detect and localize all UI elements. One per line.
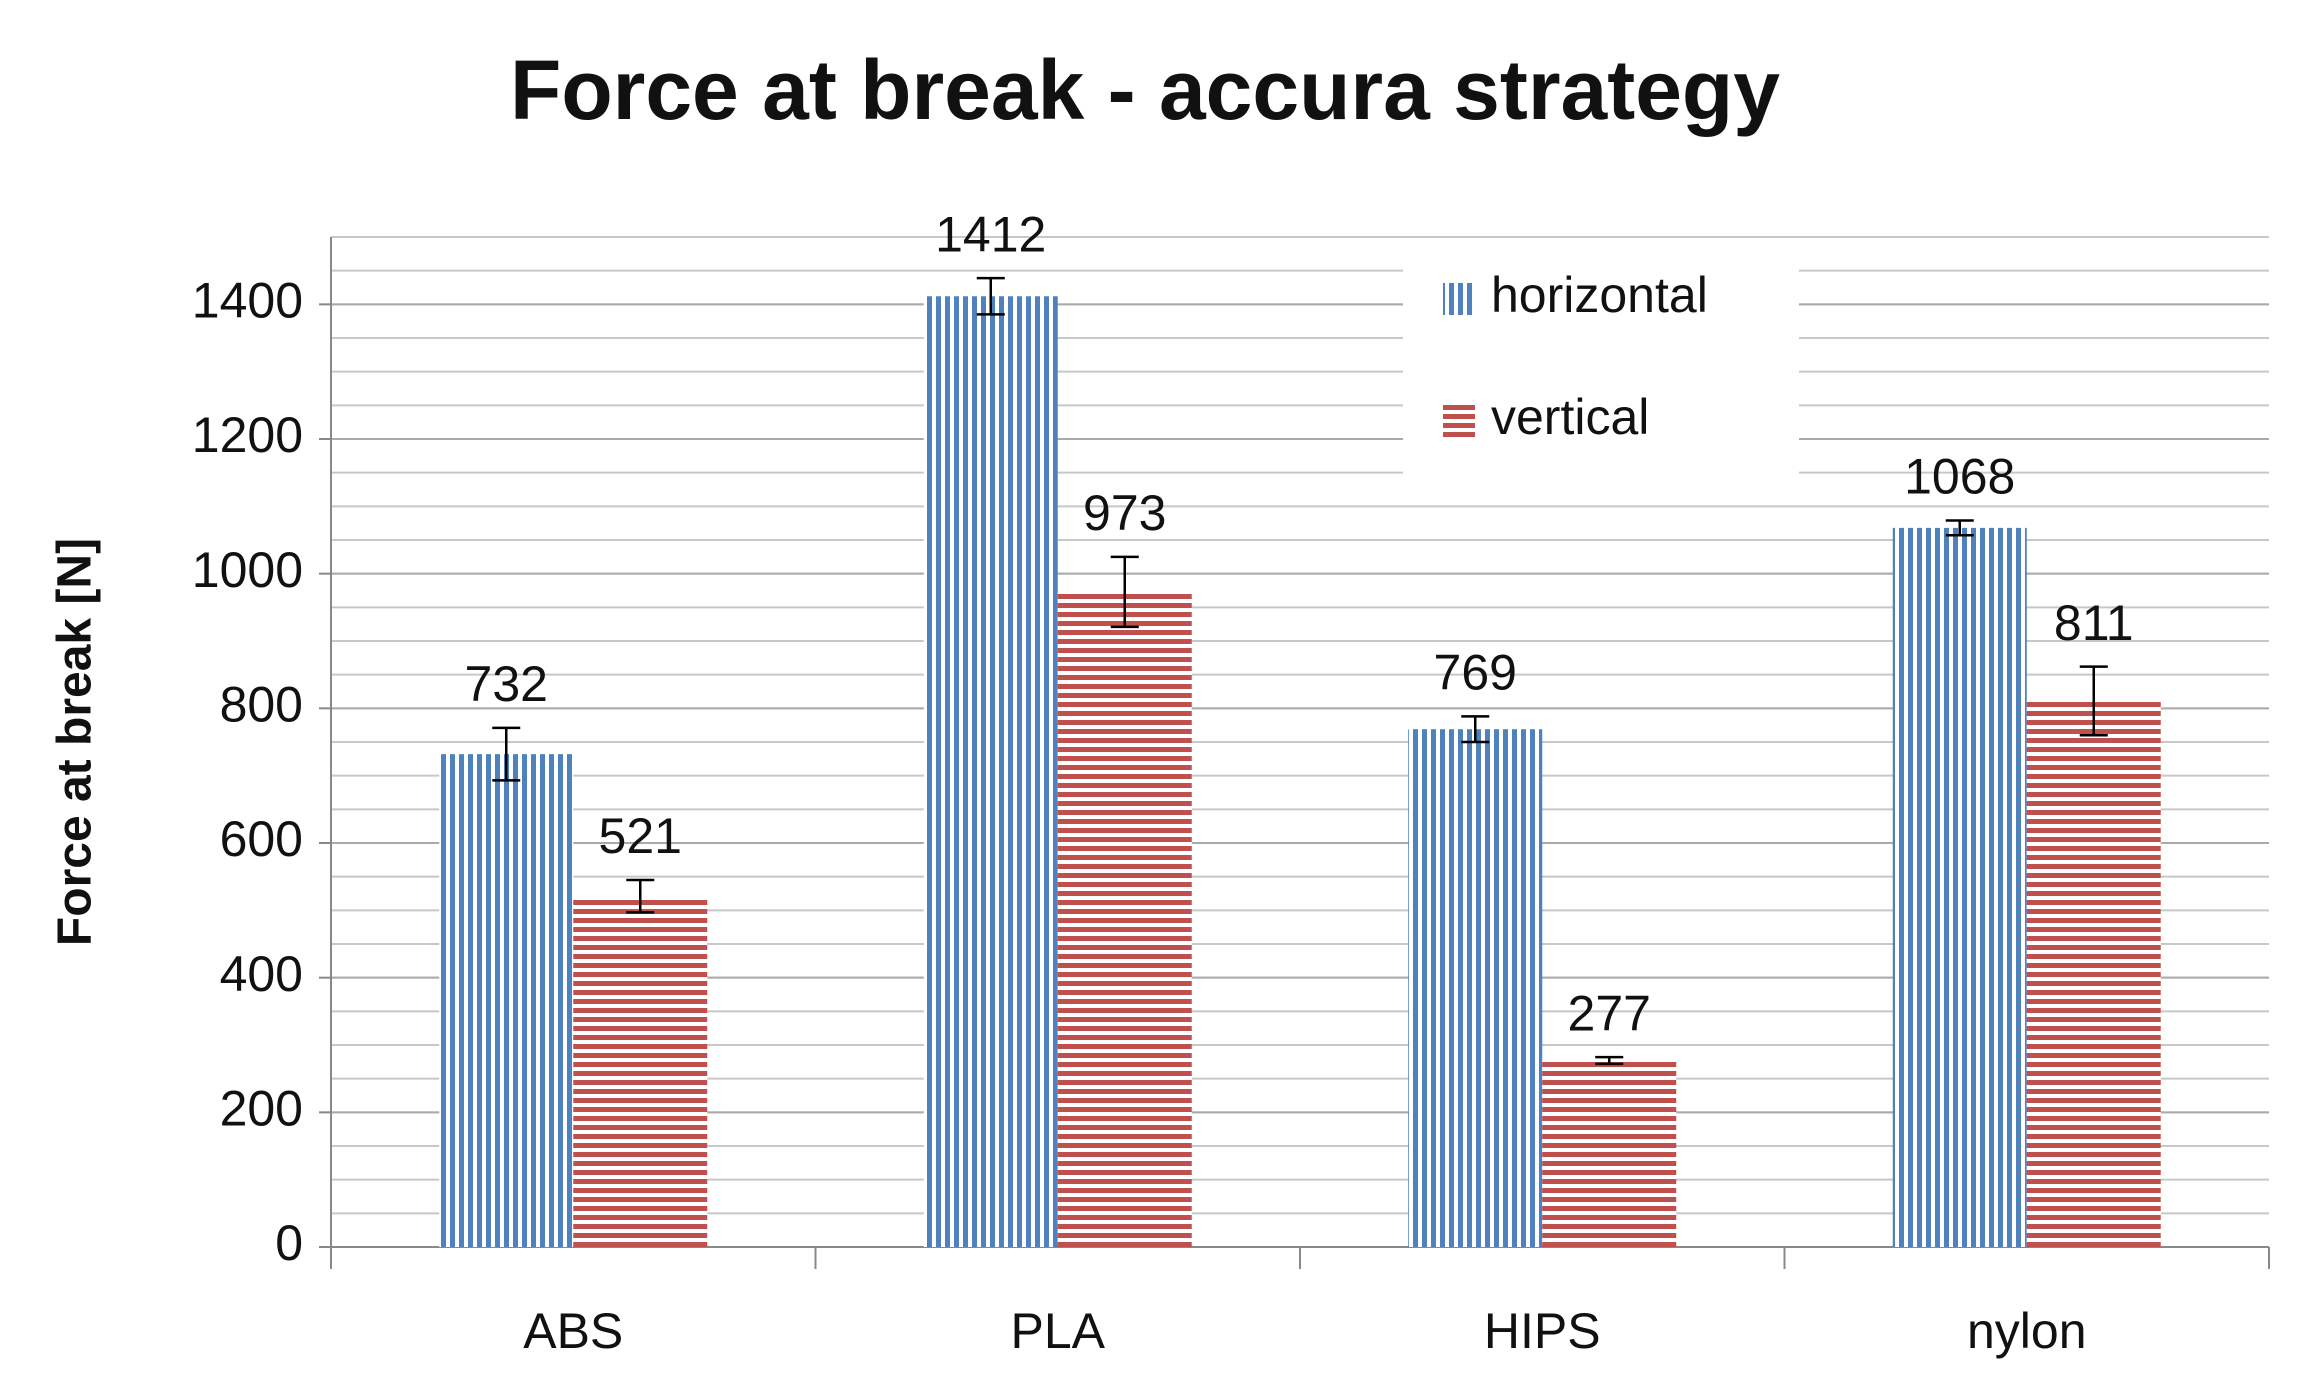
bar: [1057, 591, 1192, 1247]
data-label: 973: [1083, 485, 1166, 541]
legend-label: horizontal: [1491, 267, 1708, 323]
y-tick-label: 400: [220, 946, 303, 1002]
chart-title: Force at break - accura strategy: [510, 43, 1780, 137]
error-bar: [1595, 1055, 1624, 1066]
x-tick-label: HIPS: [1484, 1303, 1601, 1359]
bar: [1542, 1060, 1677, 1247]
bar: [923, 296, 1058, 1248]
error-bar: [492, 726, 521, 782]
data-label: 1068: [1904, 449, 2015, 505]
data-label: 277: [1568, 985, 1651, 1041]
error-bar: [1110, 555, 1139, 629]
x-tick-label: PLA: [1010, 1303, 1105, 1359]
y-tick-label: 0: [275, 1215, 303, 1271]
y-axis-label: Force at break [N]: [49, 538, 102, 946]
error-bar: [976, 276, 1005, 316]
legend-swatch: [1443, 405, 1475, 437]
y-tick-label: 800: [220, 677, 303, 733]
data-label: 769: [1434, 645, 1517, 701]
x-tick-label: nylon: [1967, 1303, 2087, 1359]
bar: [1408, 729, 1543, 1247]
bar: [573, 896, 708, 1247]
bar: [1892, 527, 2027, 1247]
error-bar: [2079, 665, 2108, 737]
data-label: 1412: [935, 206, 1046, 262]
x-tick-label: ABS: [523, 1303, 623, 1359]
y-tick-label: 200: [220, 1081, 303, 1137]
data-label: 521: [599, 808, 682, 864]
error-bar: [1945, 519, 1974, 537]
y-tick-label: 1200: [192, 407, 303, 463]
data-label: 811: [2054, 595, 2134, 651]
legend-label: vertical: [1491, 389, 1649, 445]
bar: [2026, 700, 2161, 1247]
legend-swatch: [1443, 283, 1475, 315]
y-tick-label: 1400: [192, 273, 303, 329]
bar: [439, 754, 574, 1247]
y-tick-label: 600: [220, 811, 303, 867]
error-bar: [626, 878, 655, 914]
data-label: 732: [465, 656, 548, 712]
y-tick-label: 1000: [192, 542, 303, 598]
error-bar: [1461, 715, 1490, 744]
